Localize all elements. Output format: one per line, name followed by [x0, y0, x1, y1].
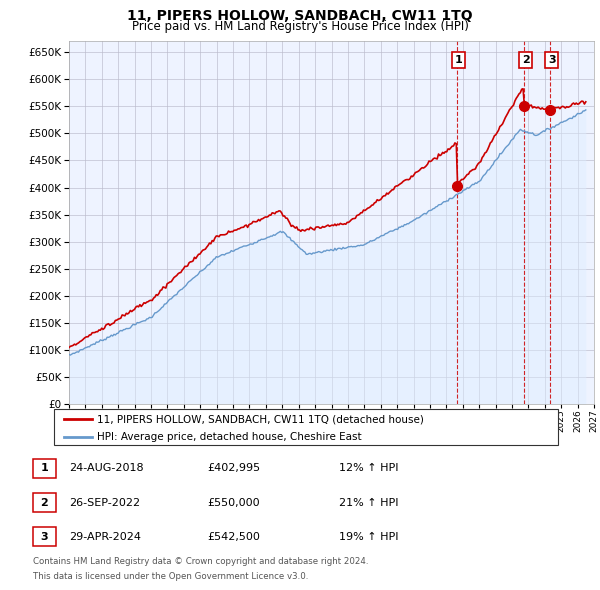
- Text: 2: 2: [41, 498, 48, 507]
- Text: 1: 1: [455, 55, 463, 65]
- Text: 29-APR-2024: 29-APR-2024: [69, 532, 141, 542]
- Text: Contains HM Land Registry data © Crown copyright and database right 2024.: Contains HM Land Registry data © Crown c…: [33, 557, 368, 566]
- Text: £402,995: £402,995: [207, 464, 260, 473]
- Text: 1: 1: [41, 464, 48, 473]
- Text: £550,000: £550,000: [207, 498, 260, 507]
- Text: This data is licensed under the Open Government Licence v3.0.: This data is licensed under the Open Gov…: [33, 572, 308, 581]
- Text: £542,500: £542,500: [207, 532, 260, 542]
- FancyBboxPatch shape: [54, 409, 558, 445]
- Text: 2: 2: [522, 55, 529, 65]
- Text: 11, PIPERS HOLLOW, SANDBACH, CW11 1TQ: 11, PIPERS HOLLOW, SANDBACH, CW11 1TQ: [127, 9, 473, 23]
- Text: 12% ↑ HPI: 12% ↑ HPI: [339, 464, 398, 473]
- Text: 21% ↑ HPI: 21% ↑ HPI: [339, 498, 398, 507]
- Text: HPI: Average price, detached house, Cheshire East: HPI: Average price, detached house, Ches…: [97, 432, 361, 442]
- Text: 19% ↑ HPI: 19% ↑ HPI: [339, 532, 398, 542]
- Text: 3: 3: [548, 55, 556, 65]
- Text: 3: 3: [41, 532, 48, 542]
- Text: 24-AUG-2018: 24-AUG-2018: [69, 464, 143, 473]
- Text: 11, PIPERS HOLLOW, SANDBACH, CW11 1TQ (detached house): 11, PIPERS HOLLOW, SANDBACH, CW11 1TQ (d…: [97, 414, 424, 424]
- Text: Price paid vs. HM Land Registry's House Price Index (HPI): Price paid vs. HM Land Registry's House …: [131, 20, 469, 33]
- Text: 26-SEP-2022: 26-SEP-2022: [69, 498, 140, 507]
